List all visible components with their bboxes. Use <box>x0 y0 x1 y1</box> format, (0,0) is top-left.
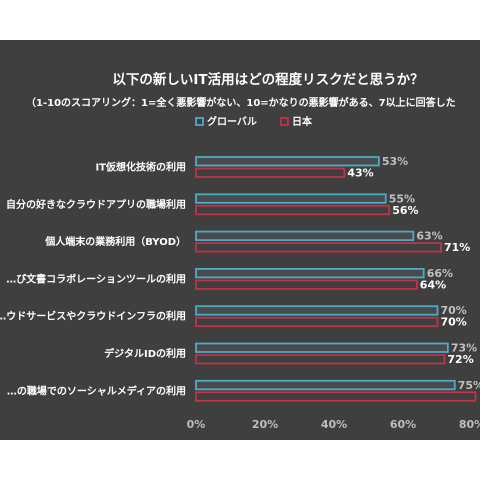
x-tick-label: 0% <box>187 418 206 431</box>
bar-chart: 以下の新しいIT活用はどの程度リスクだと思うか？ （1-10のスコアリング：1=… <box>0 71 480 431</box>
x-tick-label: 40% <box>321 418 347 431</box>
chart-title: 以下の新しいIT活用はどの程度リスクだと思うか？ <box>112 71 423 88</box>
legend-label-japan: 日本 <box>292 115 313 128</box>
x-tick-label: 20% <box>252 418 278 431</box>
data-label-global: 53% <box>382 155 408 168</box>
data-label-japan: 70% <box>441 316 467 329</box>
category-label: IT仮想化技術の利用 <box>95 161 186 174</box>
bar-global <box>195 342 449 353</box>
bar-global <box>195 230 415 242</box>
bar-japan <box>195 354 446 365</box>
data-label-global: 73% <box>451 342 477 355</box>
data-label-japan: 43% <box>347 167 373 180</box>
x-tick-label: 60% <box>390 418 416 431</box>
data-label-japan: 71% <box>444 241 470 254</box>
legend-swatch-japan <box>280 117 289 126</box>
data-label-global: 70% <box>441 304 467 317</box>
bar-japan <box>195 279 418 290</box>
bar-japan <box>195 391 477 402</box>
category-group: …の職場でのソーシャルメディアの利用 75% <box>7 379 480 402</box>
category-group: IT仮想化技術の利用 53% 43% <box>95 155 408 180</box>
category-group: 個人端末の業務利用（BYOD） 63%71% <box>44 230 470 255</box>
category-group: デジタルIDの利用 73%72% <box>104 342 477 367</box>
category-label: 個人端末の業務利用（BYOD） <box>44 235 186 248</box>
bar-japan <box>195 204 391 216</box>
chart-panel: 以下の新しいIT活用はどの程度リスクだと思うか？ （1-10のスコアリング：1=… <box>0 40 480 440</box>
category-label: …び文書コラボレーションツールの利用 <box>6 272 186 285</box>
bar-global <box>195 267 425 279</box>
bar-global <box>195 379 456 391</box>
category-label: …ウドサービスやクラウドインフラの利用 <box>0 310 186 323</box>
data-label-japan: 56% <box>392 204 418 217</box>
bar-japan <box>195 242 442 253</box>
legend: グローバル 日本 <box>195 115 313 128</box>
plot-area: IT仮想化技術の利用 53% 43% 自分の好きなクラウドアプリの職場利用 55%56%… <box>0 155 480 402</box>
data-label-global: 55% <box>389 192 415 205</box>
bar-global <box>195 156 380 167</box>
data-label-japan: 64% <box>420 278 446 291</box>
bar-global <box>195 305 439 316</box>
bar-japan <box>195 167 346 178</box>
bar-japan <box>195 316 439 328</box>
bar-global <box>195 193 387 204</box>
category-group: 自分の好きなクラウドアプリの職場利用 55%56% <box>6 192 419 217</box>
data-label-global: 66% <box>427 267 453 280</box>
x-tick-label: 80% <box>459 418 480 431</box>
legend-label-global: グローバル <box>207 115 257 128</box>
category-group: …び文書コラボレーションツールの利用 66%64% <box>6 267 453 292</box>
category-label: …の職場でのソーシャルメディアの利用 <box>7 384 186 397</box>
category-group: …ウドサービスやクラウドインフラの利用 70%70% <box>0 304 467 329</box>
data-label-japan: 72% <box>447 353 473 366</box>
legend-swatch-global <box>195 117 204 126</box>
data-label-global: 63% <box>416 230 442 243</box>
x-axis: 0% 20% 40% 60% 80% <box>187 418 480 431</box>
data-label-global: 75% <box>458 379 480 392</box>
category-label: 自分の好きなクラウドアプリの職場利用 <box>6 198 186 211</box>
chart-subtitle: （1-10のスコアリング：1=全く悪影響がない、10=かなりの悪影響がある、7以… <box>26 96 456 109</box>
category-label: デジタルIDの利用 <box>104 347 186 360</box>
